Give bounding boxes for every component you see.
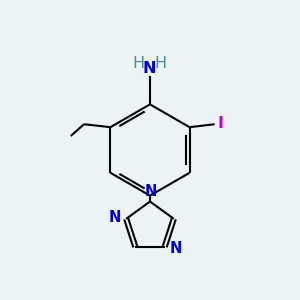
Text: H: H: [133, 56, 145, 71]
Text: N: N: [109, 210, 121, 225]
Text: H: H: [154, 56, 166, 71]
Text: N: N: [144, 184, 157, 199]
Text: N: N: [170, 241, 182, 256]
Text: N: N: [143, 61, 156, 76]
Text: I: I: [218, 116, 224, 131]
